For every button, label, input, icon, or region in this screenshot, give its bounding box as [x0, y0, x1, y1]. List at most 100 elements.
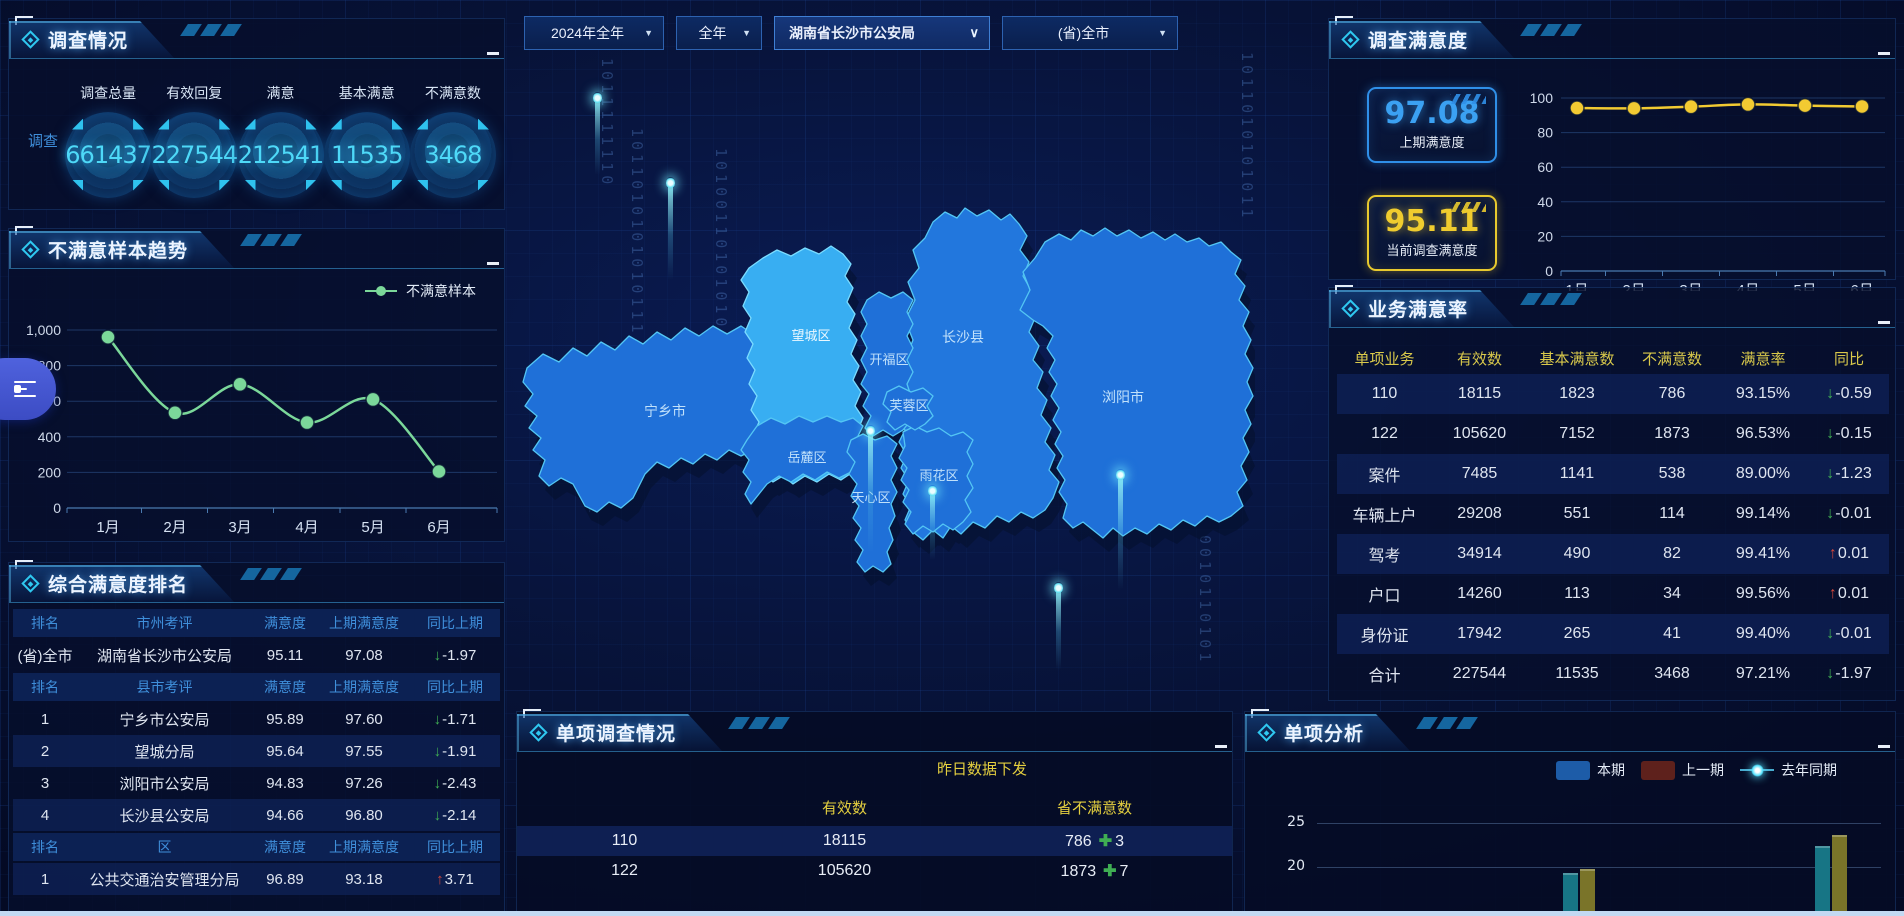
map-district-浏阳市[interactable]	[1019, 227, 1254, 539]
panel-title: 单项分析	[1284, 724, 1365, 745]
corner-dash-icon	[487, 262, 499, 265]
map-district-宁乡市[interactable]	[522, 325, 768, 513]
organization-select[interactable]: 湖南省长沙市公安局	[774, 16, 990, 50]
panel-dissatisfied-trend: 不满意样本趋势 不满意样本 02004006008001,0001月2月3月4月…	[8, 226, 505, 542]
table-row: 案件 7485 1141 538 89.00% ↓-1.23	[1337, 454, 1889, 494]
binary-stream-decor: 1011010101010111	[628, 128, 646, 337]
panel-title: 业务满意率	[1368, 300, 1469, 321]
diamond-icon	[21, 30, 39, 48]
map-label: 雨花区	[919, 468, 958, 483]
current-satisfaction-label: 当前调查满意度	[1386, 243, 1478, 258]
svg-text:1月: 1月	[96, 519, 119, 536]
diamond-icon	[529, 723, 547, 741]
header-slashes-icon	[180, 24, 242, 36]
corner-dash-icon	[1878, 745, 1890, 748]
comet-trail-decor	[666, 177, 675, 280]
map-district-芙蓉区[interactable]	[882, 385, 934, 431]
header-slashes-icon	[240, 234, 302, 246]
panel-title: 综合满意度排名	[48, 575, 189, 596]
svg-text:400: 400	[38, 429, 62, 445]
panel-survey-overview-header: 调查情况	[9, 16, 504, 59]
stat-basically-satisfied: 基本满意 11535	[323, 83, 410, 198]
table-row: 1 公共交通治安管理分局 96.89 93.18 ↑3.71	[13, 863, 500, 895]
panel-title: 不满意样本趋势	[48, 241, 189, 262]
table-header-row: 排名区满意度 上期满意度 同比上期	[13, 833, 500, 861]
header-slashes-icon	[240, 568, 302, 580]
legend-previous-period: 上一期	[1641, 760, 1724, 780]
table-row: 110 18115 1823 786 93.15% ↓-0.59	[1337, 374, 1889, 414]
panel-ranking-header: 综合满意度排名	[9, 560, 504, 603]
panel-single-analysis: 单项分析 本期 上一期 去年同期 25 20	[1244, 709, 1896, 916]
svg-text:40: 40	[1537, 194, 1553, 210]
side-menu-toggle-button[interactable]	[0, 358, 56, 420]
filter-bar: 2024年全年 全年 湖南省长沙市公安局 (省)全市	[524, 16, 1178, 50]
corner-dash-icon	[487, 52, 499, 55]
panel-title: 单项调查情况	[556, 724, 677, 745]
down-arrow-icon: ↓	[1826, 505, 1835, 522]
table-header-row: 排名 市州考评 满意度 上期满意度 同比上期	[13, 609, 500, 637]
table-header-row: 单项业务 有效数 基本满意数 不满意数 满意率 同比	[1354, 350, 1864, 368]
table-row: 4 长沙县公安局 94.66 96.80 ↓-2.14	[13, 799, 500, 831]
bar-上一期	[1580, 868, 1595, 915]
glow-dot-icon	[1740, 763, 1774, 777]
current-satisfaction-card: 95.11 当前调查满意度	[1367, 195, 1497, 271]
header-slashes-icon	[1520, 293, 1582, 305]
down-arrow-icon: ↓	[1826, 625, 1835, 642]
binary-stream-decor: 0010110101	[1196, 535, 1214, 666]
plus-icon: ✚	[1103, 863, 1117, 880]
diamond-icon	[21, 240, 39, 258]
svg-text:1月: 1月	[1565, 282, 1588, 291]
map-district-岳麓区[interactable]	[740, 415, 866, 505]
period-select[interactable]: 全年	[676, 16, 762, 50]
panel-title: 调查满意度	[1368, 31, 1469, 52]
map-label: 望城区	[791, 328, 830, 343]
table-row: 合计 227544 11535 3468 97.21% ↓-1.97	[1368, 665, 1872, 685]
table-row: 身份证 17942 265 41 99.40% ↓-0.01	[1337, 614, 1889, 654]
line-series-icon	[365, 290, 397, 292]
header-slashes-icon	[728, 717, 790, 729]
svg-text:100: 100	[1530, 90, 1554, 106]
svg-text:80: 80	[1537, 125, 1553, 141]
table-row: 2 望城分局 95.64 97.55 ↓-1.91	[13, 735, 500, 767]
legend-last-year: 去年同期	[1740, 760, 1837, 780]
svg-text:200: 200	[38, 464, 62, 480]
stat-satisfied: 满意 212541	[237, 83, 324, 198]
down-arrow-icon: ↓	[1826, 465, 1835, 482]
year-select-value: 2024年全年	[550, 25, 625, 41]
card-slashes-icon	[1450, 94, 1486, 104]
svg-text:4月: 4月	[295, 519, 318, 536]
down-arrow-icon: ↓	[1826, 385, 1835, 402]
corner-dash-icon	[1878, 321, 1890, 324]
map-label: 浏阳市	[1102, 389, 1144, 405]
down-arrow-icon: ↓	[1826, 425, 1835, 442]
diamond-icon	[21, 574, 39, 592]
previous-satisfaction-label: 上期满意度	[1399, 135, 1465, 150]
svg-text:6月: 6月	[1850, 282, 1873, 291]
binary-stream-decor: 1011111110	[598, 58, 616, 189]
stat-circle: 3468	[409, 111, 496, 198]
comet-trail-decor	[866, 425, 875, 553]
stat-circle: 11535	[323, 111, 410, 198]
year-select[interactable]: 2024年全年	[524, 16, 664, 50]
down-arrow-icon: ↓	[433, 710, 442, 728]
analysis-legend: 本期 上一期 去年同期	[1556, 760, 1837, 780]
single-survey-subtitle: 昨日数据下发	[936, 761, 1027, 778]
down-arrow-icon: ↓	[433, 806, 442, 824]
table-row: 车辆上户 29208 551 114 99.14% ↓-0.01	[1352, 505, 1872, 525]
single-survey-table-header: 有效数 省不满意数	[821, 799, 1132, 817]
stat-total-surveys: 调查总量 661437	[65, 83, 152, 198]
panel-dissatisfied-trend-header: 不满意样本趋势	[9, 226, 504, 269]
horizontal-scrollbar[interactable]	[0, 911, 1904, 916]
svg-text:60: 60	[1537, 159, 1553, 175]
svg-text:0: 0	[1545, 263, 1553, 279]
previous-satisfaction-card: 97.08 上期满意度	[1367, 87, 1497, 163]
map-district-雨花区[interactable]	[898, 425, 974, 535]
trend-legend: 不满意样本	[365, 281, 476, 301]
svg-text:2月: 2月	[1622, 282, 1645, 291]
svg-text:3月: 3月	[228, 519, 251, 536]
table-row: 3 浏阳市公安局 94.83 97.26 ↓-2.43	[40, 774, 477, 793]
collapse-menu-icon	[14, 380, 36, 398]
region-select[interactable]: (省)全市	[1002, 16, 1178, 50]
